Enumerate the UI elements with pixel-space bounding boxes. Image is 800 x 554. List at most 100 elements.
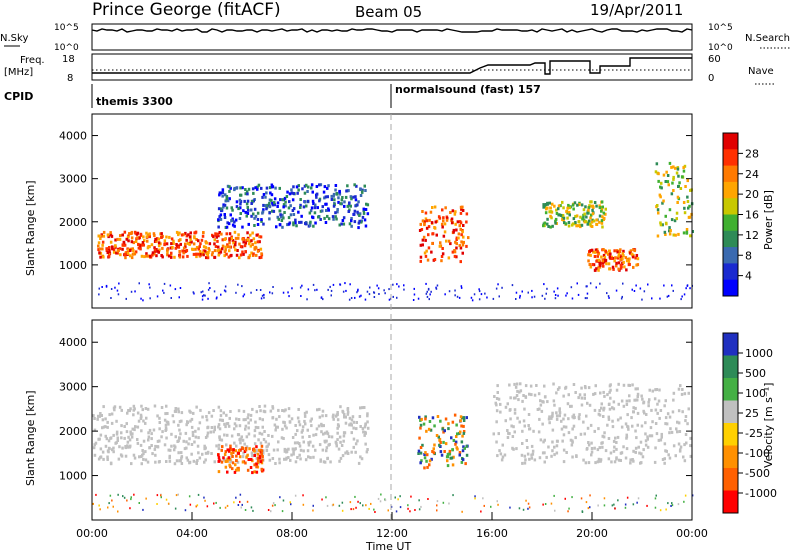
velocity-cell xyxy=(612,407,616,411)
velocity-cell xyxy=(638,451,641,455)
velocity-cell xyxy=(612,439,616,443)
velocity-cell xyxy=(640,394,643,398)
velocity-cell xyxy=(277,408,280,412)
velocity-cell xyxy=(678,430,682,433)
nsky-tick-bottom: 10^0 xyxy=(54,43,79,53)
velocity-cell xyxy=(271,416,275,420)
power-cell xyxy=(163,242,167,246)
velocity-cell xyxy=(689,454,692,458)
power-cell xyxy=(585,215,588,219)
power-cell xyxy=(181,249,184,253)
power-cell xyxy=(133,252,137,256)
power-cell xyxy=(424,238,427,242)
power-cell xyxy=(130,230,134,234)
velocity-cell xyxy=(670,505,672,507)
power-cell xyxy=(186,254,189,258)
power-cell xyxy=(457,232,461,236)
velocity-cell xyxy=(567,431,571,435)
power-cell xyxy=(357,226,360,230)
power-cell xyxy=(362,207,365,211)
power-cell xyxy=(450,221,454,225)
power-cell xyxy=(591,218,594,222)
velocity-cell xyxy=(312,504,314,507)
velocity-cell xyxy=(231,455,234,458)
power-cell xyxy=(219,248,222,252)
velocity-cell xyxy=(142,457,145,461)
power-cell xyxy=(546,222,549,226)
colorbar-tick-label: 4 xyxy=(745,270,752,283)
velocity-cell xyxy=(234,463,237,467)
power-cell xyxy=(685,230,689,234)
power-cell xyxy=(292,207,296,211)
velocity-cell xyxy=(448,502,450,505)
velocity-cell xyxy=(158,427,161,431)
velocity-cell xyxy=(267,509,270,511)
power-cell xyxy=(566,292,568,295)
power-cell xyxy=(666,180,670,184)
power-cell xyxy=(632,265,635,269)
power-cell xyxy=(272,209,276,213)
velocity-cell xyxy=(523,407,526,411)
velocity-cell xyxy=(360,457,364,461)
velocity-cell xyxy=(603,504,606,507)
velocity-cell xyxy=(523,424,526,428)
power-cell xyxy=(604,249,608,253)
power-cell xyxy=(549,214,552,218)
velocity-cell xyxy=(237,466,240,470)
power-cell xyxy=(282,216,285,220)
power-cell xyxy=(98,293,100,296)
power-cell xyxy=(268,201,271,205)
velocity-cell xyxy=(659,438,663,442)
velocity-cell xyxy=(219,409,223,413)
power-cell xyxy=(199,242,202,246)
power-cell xyxy=(261,195,264,199)
power-cell xyxy=(568,206,572,210)
power-cell xyxy=(357,200,360,204)
velocity-cell xyxy=(632,410,635,414)
power-cell xyxy=(602,248,605,251)
velocity-cell xyxy=(526,446,529,449)
power-cell xyxy=(117,249,120,253)
velocity-cell xyxy=(504,405,508,409)
velocity-cell xyxy=(528,457,531,461)
power-cell xyxy=(142,243,145,247)
colorbar-tick-label: 20 xyxy=(745,188,759,201)
velocity-cell xyxy=(418,508,421,511)
velocity-cell xyxy=(104,417,107,421)
velocity-cell xyxy=(176,440,179,443)
power-cell xyxy=(657,172,660,176)
power-cell xyxy=(271,201,274,205)
power-cell xyxy=(684,185,687,188)
power-cell xyxy=(245,214,248,218)
power-cell xyxy=(150,243,154,247)
velocity-cell xyxy=(247,432,251,436)
velocity-cell xyxy=(341,501,344,504)
power-cell xyxy=(97,241,101,245)
power-cell xyxy=(616,250,619,254)
velocity-cell xyxy=(246,453,249,457)
power-cell xyxy=(439,241,442,245)
velocity-cell xyxy=(244,448,248,452)
power-cell xyxy=(313,206,317,210)
velocity-cell xyxy=(462,445,465,449)
power-cell xyxy=(549,210,553,214)
power-cell xyxy=(335,217,338,221)
power-cell xyxy=(231,223,235,227)
velocity-cell xyxy=(461,510,463,513)
velocity-cell xyxy=(112,406,116,410)
velocity-cell xyxy=(684,433,688,436)
velocity-cell xyxy=(418,415,421,419)
velocity-cell xyxy=(244,509,247,511)
velocity-cell xyxy=(285,448,288,452)
power-cell xyxy=(647,283,649,286)
power-cell xyxy=(225,197,228,201)
power-cell xyxy=(567,203,570,207)
power-cell xyxy=(128,232,131,236)
power-cell xyxy=(447,239,451,243)
power-cell xyxy=(672,289,674,292)
velocity-cell xyxy=(648,388,651,392)
power-cell xyxy=(329,285,331,288)
velocity-cell xyxy=(213,460,216,464)
velocity-cell xyxy=(349,501,352,504)
power-cell xyxy=(134,250,138,254)
